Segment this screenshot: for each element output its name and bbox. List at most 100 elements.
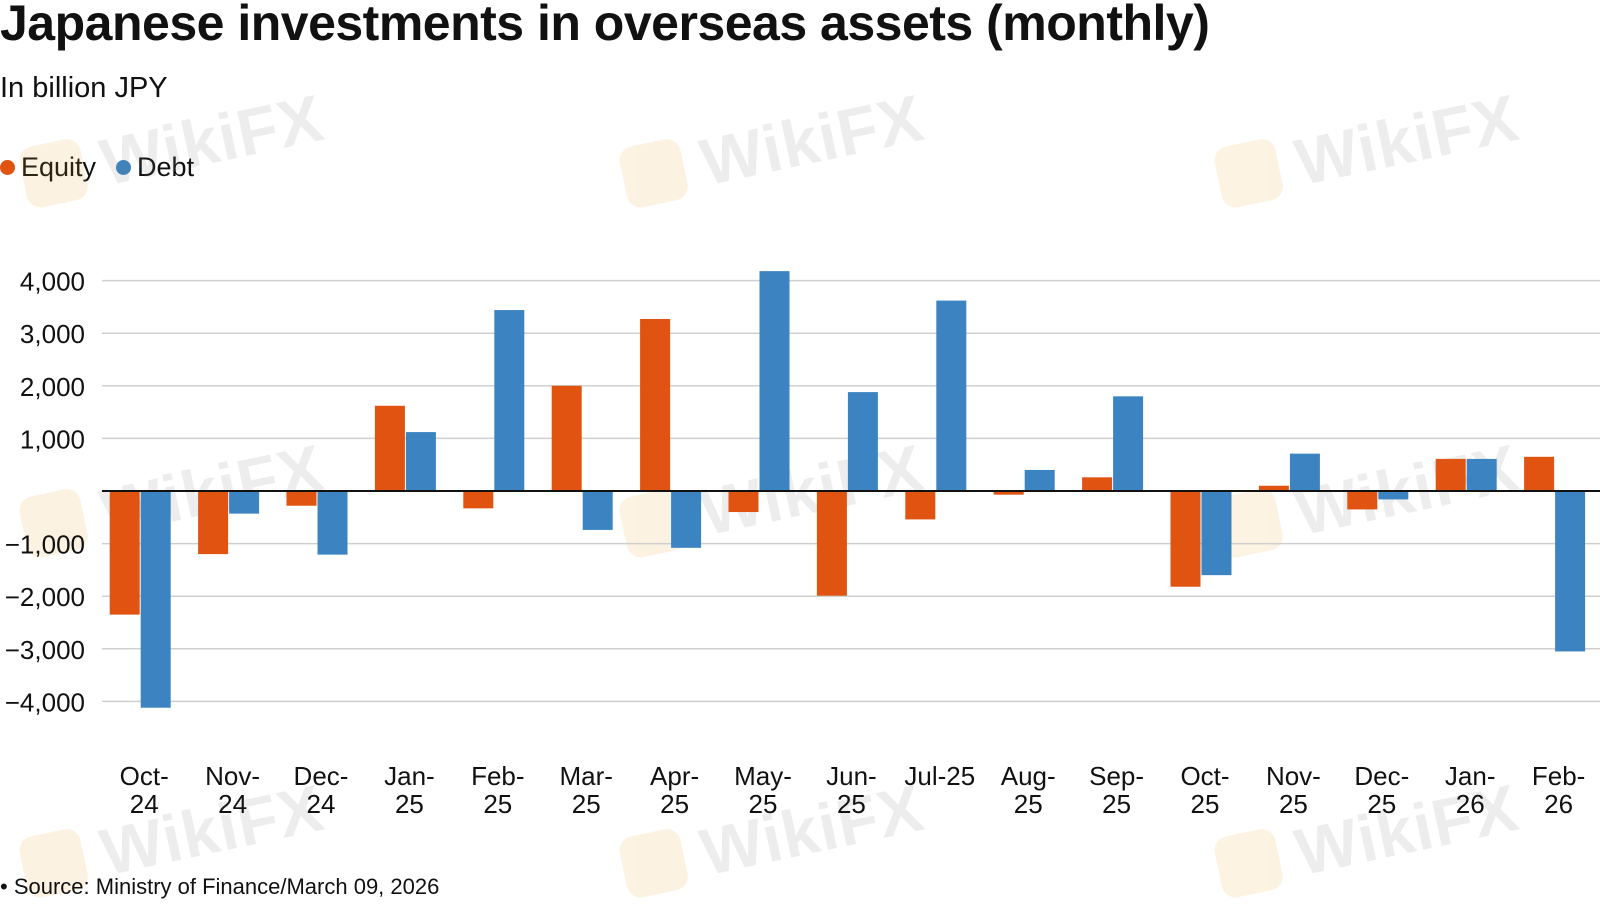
x-tick-label-line: Sep- xyxy=(1089,761,1144,791)
bar-equity xyxy=(1524,456,1555,491)
x-tick-label-line: Feb- xyxy=(1532,761,1585,791)
bar-debt xyxy=(847,392,878,491)
y-tick-label: 2,000 xyxy=(20,372,85,402)
bar-debt xyxy=(671,491,702,548)
x-tick-label-line: 24 xyxy=(130,789,159,819)
x-tick-label-line: 26 xyxy=(1544,789,1573,819)
x-tick-label-line: 25 xyxy=(395,789,424,819)
x-tick-label-line: 25 xyxy=(1367,789,1396,819)
x-tick-label: Jan-26 xyxy=(1445,761,1496,819)
x-tick-label-line: Jun- xyxy=(826,761,877,791)
bar-equity xyxy=(374,405,405,491)
x-tick-label: Dec-25 xyxy=(1354,761,1409,819)
x-tick-label-line: Jul-25 xyxy=(904,761,975,791)
x-tick-label-line: May- xyxy=(734,761,792,791)
x-tick-label: Dec-24 xyxy=(294,761,349,819)
x-tick-label-line: Apr- xyxy=(650,761,699,791)
bar-equity xyxy=(993,491,1024,495)
bar-debt xyxy=(405,432,436,491)
x-tick-label: Oct-25 xyxy=(1180,761,1229,819)
x-tick-label: Mar-25 xyxy=(559,761,612,819)
bar-equity xyxy=(1258,485,1289,491)
chart-title: Japanese investments in overseas assets … xyxy=(0,0,1210,51)
bar-equity xyxy=(551,385,582,491)
y-axis-ticks: 4,000 3,000 2,000 1,000 −1,000 −2,000 −3,000 −4… xyxy=(5,267,85,718)
legend-equity-swatch xyxy=(0,160,15,175)
bar-debt xyxy=(1113,396,1144,491)
x-tick-label-line: Jan- xyxy=(384,761,435,791)
x-tick-label-line: 25 xyxy=(483,789,512,819)
x-tick-label: Nov-24 xyxy=(205,761,260,819)
bar-debt xyxy=(1378,491,1409,500)
gridlines xyxy=(102,279,1600,703)
x-tick-label-line: 25 xyxy=(1102,789,1131,819)
x-tick-label-line: Dec- xyxy=(1354,761,1409,791)
bar-debt xyxy=(140,491,171,708)
x-tick-label: Jan-25 xyxy=(384,761,435,819)
bar-equity xyxy=(905,491,936,520)
y-tick-label: −1,000 xyxy=(5,530,85,560)
x-tick-label-line: 24 xyxy=(307,789,336,819)
legend-debt-label: Debt xyxy=(137,152,195,182)
y-tick-label: −4,000 xyxy=(5,687,85,717)
x-tick-label: Jul-25 xyxy=(904,761,975,791)
y-tick-label: −2,000 xyxy=(5,582,85,612)
bar-equity xyxy=(640,318,671,491)
x-tick-label-line: 25 xyxy=(572,789,601,819)
x-tick-label-line: Oct- xyxy=(1180,761,1229,791)
x-tick-label-line: Oct- xyxy=(120,761,169,791)
x-tick-label-line: 24 xyxy=(218,789,247,819)
legend-item-equity: Equity xyxy=(0,152,96,183)
x-tick-label-line: 26 xyxy=(1456,789,1485,819)
x-tick-label-line: 25 xyxy=(749,789,778,819)
bar-debt xyxy=(229,491,260,514)
chart-subtitle: In billion JPY xyxy=(0,72,168,104)
x-tick-label: Nov-25 xyxy=(1266,761,1321,819)
bar-debt xyxy=(317,491,348,555)
bar-equity xyxy=(463,491,494,509)
x-tick-label-line: 25 xyxy=(1191,789,1220,819)
y-tick-label: 4,000 xyxy=(20,267,85,297)
x-tick-label-line: 25 xyxy=(837,789,866,819)
bar-debt xyxy=(494,310,525,491)
bar-debt xyxy=(1024,469,1055,491)
x-tick-label-line: Dec- xyxy=(294,761,349,791)
bar-debt xyxy=(582,491,613,530)
bar-equity xyxy=(1347,491,1378,510)
x-tick-label-line: Nov- xyxy=(1266,761,1321,791)
bar-debt xyxy=(936,300,967,491)
x-tick-label: May-25 xyxy=(734,761,792,819)
x-tick-label: Feb-26 xyxy=(1532,761,1585,819)
x-tick-label: Feb-25 xyxy=(471,761,524,819)
x-tick-label: Jun-25 xyxy=(826,761,877,819)
x-tick-label: Apr-25 xyxy=(650,761,699,819)
y-tick-label: 1,000 xyxy=(20,424,85,454)
bar-equity xyxy=(1082,477,1113,491)
x-axis-ticks: Oct-24Nov-24Dec-24Jan-25Feb-25Mar-25Apr-… xyxy=(120,761,1586,819)
x-tick-label-line: Feb- xyxy=(471,761,524,791)
chart-legend: Equity Debt xyxy=(0,152,214,183)
bar-debt xyxy=(1201,491,1232,576)
bar-debt xyxy=(1289,453,1320,491)
bar-debt xyxy=(759,271,790,491)
bar-equity xyxy=(1435,458,1466,491)
bar-equity xyxy=(198,491,229,555)
x-tick-label-line: Mar- xyxy=(559,761,612,791)
legend-item-debt: Debt xyxy=(116,152,194,183)
x-tick-label: Oct-24 xyxy=(120,761,169,819)
x-tick-label: Aug-25 xyxy=(1001,761,1056,819)
bar-debt xyxy=(1466,458,1497,491)
legend-debt-swatch xyxy=(116,160,132,175)
bar-equity xyxy=(816,491,847,596)
y-tick-label: −3,000 xyxy=(5,635,85,665)
x-tick-label-line: 25 xyxy=(1279,789,1308,819)
x-tick-label-line: 25 xyxy=(660,789,689,819)
legend-equity-label: Equity xyxy=(21,152,97,182)
y-tick-label: 3,000 xyxy=(20,319,85,349)
x-tick-label-line: 25 xyxy=(1014,789,1043,819)
bar-equity xyxy=(109,491,140,615)
x-tick-label-line: Jan- xyxy=(1445,761,1496,791)
bars xyxy=(109,271,1586,708)
